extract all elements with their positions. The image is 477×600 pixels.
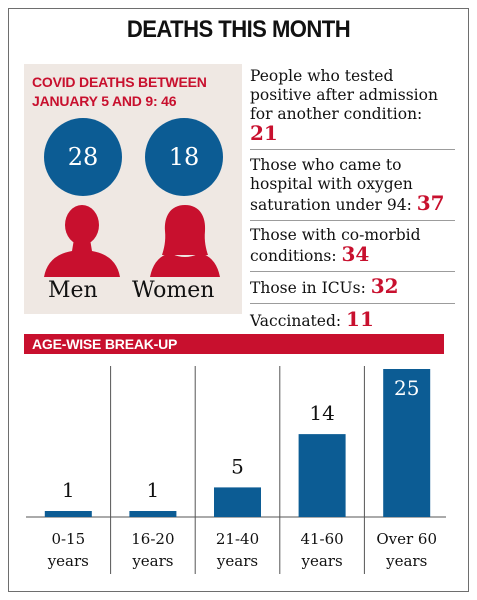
- page-title: DEATHS THIS MONTH: [126, 16, 351, 43]
- bar: [129, 511, 177, 517]
- fact-value: 34: [341, 242, 370, 266]
- x-tick-label: years: [216, 552, 258, 570]
- x-tick-label: Over 60: [376, 530, 437, 548]
- fact-value: 37: [416, 191, 445, 215]
- fact-text: People who tested positive after admissi…: [250, 67, 438, 123]
- fact-value: 21: [250, 121, 278, 145]
- bar: [298, 434, 346, 517]
- bar-value-label: 25: [394, 376, 419, 400]
- men-label: Men: [48, 278, 98, 303]
- x-tick-label: 21-40: [216, 530, 259, 548]
- divider: [250, 271, 455, 272]
- fact-item: Those who came to hospital with oxygen s…: [250, 150, 455, 220]
- x-tick-label: 41-60: [300, 530, 343, 548]
- fact-text: Those who came to hospital with oxygen s…: [250, 156, 417, 214]
- bar-value-label: 5: [231, 454, 244, 478]
- divider: [250, 303, 455, 304]
- bar: [44, 511, 92, 517]
- x-tick-label: years: [131, 552, 173, 570]
- woman-icon: [150, 205, 220, 277]
- bar: [214, 487, 261, 517]
- bar-value-label: 1: [147, 478, 160, 502]
- fact-item: People who tested positive after admissi…: [250, 64, 455, 149]
- fact-item: Those with co-morbid conditions: 34: [250, 221, 455, 271]
- infographic-frame: [8, 8, 469, 592]
- x-tick-label: years: [385, 552, 427, 570]
- fact-value: 11: [346, 307, 374, 331]
- fact-value: 32: [370, 274, 399, 298]
- bar-value-label: 14: [309, 401, 334, 425]
- fact-item: Those in ICUs: 32: [250, 272, 455, 303]
- women-label: Women: [132, 278, 215, 303]
- divider: [250, 149, 455, 150]
- covid-deaths-heading: COVID DEATHS BETWEEN JANUARY 5 AND 9: 46: [32, 74, 207, 109]
- x-tick-label: 0-15: [51, 530, 85, 548]
- man-icon: [44, 205, 120, 277]
- x-tick-label: 16-20: [131, 530, 174, 548]
- divider: [250, 220, 455, 221]
- facts-list: People who tested positive after admissi…: [250, 64, 455, 335]
- men-count: 28: [67, 143, 99, 171]
- women-count: 18: [168, 143, 200, 171]
- age-wise-banner: AGE-WISE BREAK-UP: [24, 334, 444, 354]
- fact-item: Vaccinated: 11: [250, 304, 455, 335]
- x-tick-label: years: [301, 552, 343, 570]
- x-tick-label: years: [47, 552, 89, 570]
- men-count-circle: 28: [44, 118, 122, 196]
- women-count-circle: 18: [145, 118, 223, 196]
- fact-text: Those in ICUs:: [250, 279, 371, 297]
- bar: [383, 369, 431, 517]
- fact-text: Vaccinated:: [250, 312, 347, 330]
- fact-text: Those with co-morbid conditions:: [250, 226, 421, 265]
- bar-value-label: 1: [62, 478, 75, 502]
